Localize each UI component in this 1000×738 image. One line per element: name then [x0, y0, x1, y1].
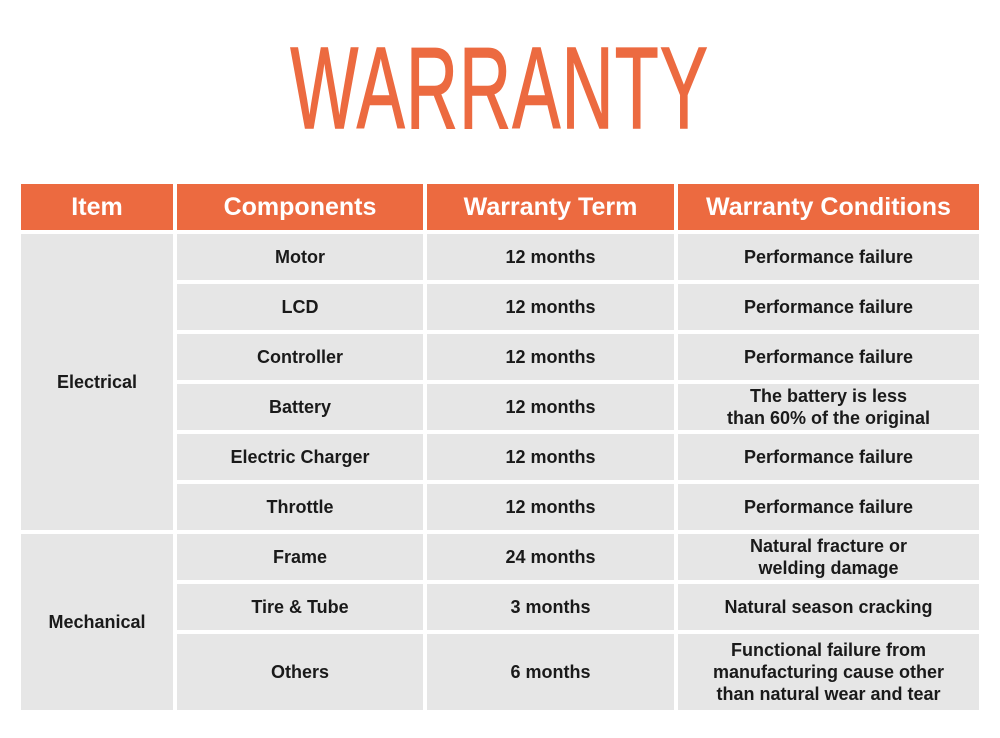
warranty-condition-cell: Functional failure from manufacturing ca…: [678, 634, 979, 710]
warranty-term-cell: 6 months: [427, 634, 674, 710]
warranty-term-cell: 12 months: [427, 484, 674, 530]
warranty-term-cell: 24 months: [427, 534, 674, 580]
header-components: Components: [177, 184, 423, 230]
warranty-condition-cell: Natural fracture or welding damage: [678, 534, 979, 580]
component-cell: Frame: [177, 534, 423, 580]
warranty-condition-cell: The battery is less than 60% of the orig…: [678, 384, 979, 430]
warranty-condition-cell: Performance failure: [678, 234, 979, 280]
component-cell: Controller: [177, 334, 423, 380]
header-item: Item: [21, 184, 173, 230]
warranty-term-cell: 12 months: [427, 434, 674, 480]
header-warranty-conditions: Warranty Conditions: [678, 184, 979, 230]
warranty-term-cell: 12 months: [427, 334, 674, 380]
component-cell: Battery: [177, 384, 423, 430]
component-cell: Tire & Tube: [177, 584, 423, 630]
warranty-term-cell: 12 months: [427, 384, 674, 430]
component-cell: LCD: [177, 284, 423, 330]
item-cell: Mechanical: [21, 534, 173, 710]
warranty-condition-cell: Performance failure: [678, 284, 979, 330]
page-title: WARRANTY: [0, 23, 1000, 153]
warranty-condition-cell: Performance failure: [678, 434, 979, 480]
item-cell: Electrical: [21, 234, 173, 530]
warranty-condition-cell: Natural season cracking: [678, 584, 979, 630]
warranty-condition-cell: Performance failure: [678, 334, 979, 380]
title-text: WARRANTY: [290, 23, 710, 153]
header-warranty-term: Warranty Term: [427, 184, 674, 230]
component-cell: Motor: [177, 234, 423, 280]
component-cell: Others: [177, 634, 423, 710]
warranty-condition-cell: Performance failure: [678, 484, 979, 530]
warranty-term-cell: 12 months: [427, 284, 674, 330]
component-cell: Electric Charger: [177, 434, 423, 480]
component-cell: Throttle: [177, 484, 423, 530]
warranty-term-cell: 12 months: [427, 234, 674, 280]
warranty-term-cell: 3 months: [427, 584, 674, 630]
